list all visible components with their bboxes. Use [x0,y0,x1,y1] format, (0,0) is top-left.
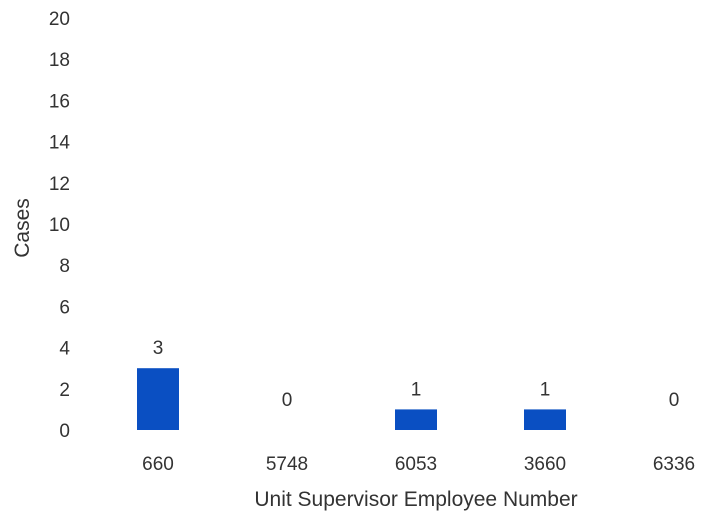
y-axis-ticks: 0 2 4 6 8 10 12 14 16 18 20 [49,9,71,442]
bar [524,409,566,430]
y-tick-label: 0 [59,421,70,442]
data-label: 0 [282,390,293,411]
x-tick-label: 3660 [524,454,566,475]
y-tick-label: 20 [49,9,70,30]
data-label: 0 [669,390,680,411]
bars [137,368,566,430]
y-tick-label: 2 [59,380,70,401]
y-tick-label: 8 [59,256,70,277]
bar [395,409,437,430]
x-tick-label: 6336 [653,454,695,475]
data-label: 1 [540,379,551,400]
bar [137,368,179,430]
x-tick-label: 6053 [395,454,437,475]
x-tick-label: 660 [142,454,174,475]
y-tick-label: 14 [49,133,71,154]
y-axis-title: Cases [11,198,34,258]
x-tick-label: 5748 [266,454,308,475]
data-labels: 3 0 1 1 0 [153,338,680,411]
y-tick-label: 4 [59,339,70,360]
x-axis-title: Unit Supervisor Employee Number [254,488,577,511]
y-tick-label: 18 [49,50,70,71]
data-label: 1 [411,379,422,400]
data-label: 3 [153,338,164,359]
y-tick-label: 16 [49,91,70,112]
y-tick-label: 10 [49,215,70,236]
y-tick-label: 12 [49,174,70,195]
y-tick-label: 6 [59,297,70,318]
x-axis-categories: 660 5748 6053 3660 6336 [142,454,695,475]
